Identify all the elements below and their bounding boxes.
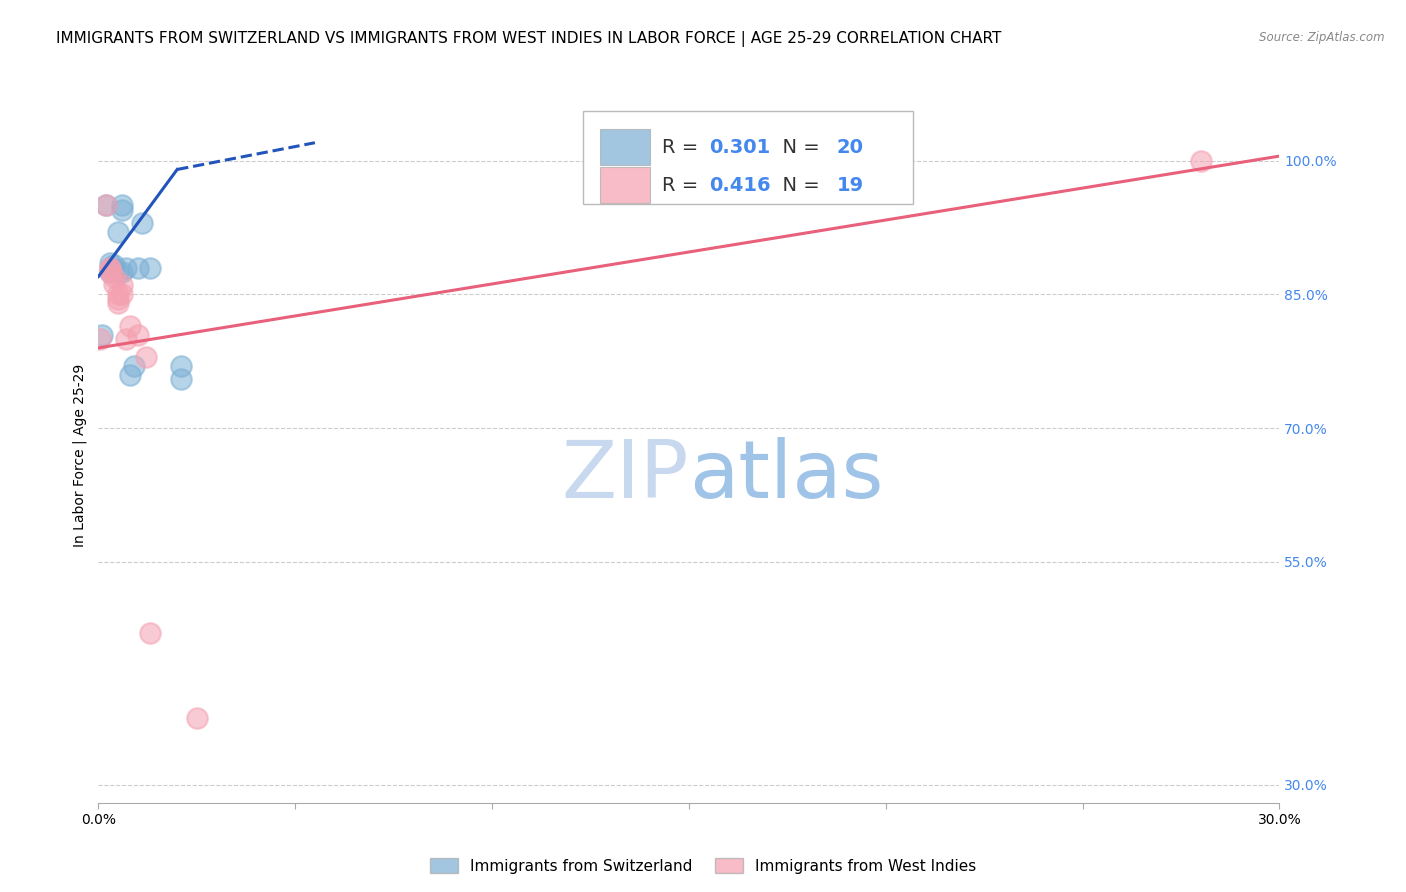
Point <box>127 327 149 342</box>
FancyBboxPatch shape <box>600 167 650 203</box>
Point <box>111 198 134 212</box>
Point <box>107 225 129 239</box>
Point <box>89 332 111 346</box>
Point <box>111 278 134 293</box>
Point <box>98 260 121 275</box>
Point <box>98 256 121 270</box>
Text: R =: R = <box>662 176 704 194</box>
Point <box>138 626 160 640</box>
Text: ZIP: ZIP <box>561 437 689 515</box>
Point <box>96 198 118 212</box>
Point <box>107 287 129 301</box>
Point <box>1189 153 1212 168</box>
Text: N =: N = <box>770 137 827 157</box>
Point <box>170 359 193 373</box>
Point <box>131 216 153 230</box>
Point <box>118 318 141 333</box>
Text: Source: ZipAtlas.com: Source: ZipAtlas.com <box>1260 31 1385 45</box>
Text: 19: 19 <box>837 176 863 194</box>
Text: 0.416: 0.416 <box>709 176 770 194</box>
Text: N =: N = <box>770 176 827 194</box>
Point <box>186 711 208 725</box>
Point <box>98 260 121 275</box>
Y-axis label: In Labor Force | Age 25-29: In Labor Force | Age 25-29 <box>73 363 87 547</box>
Point <box>122 359 145 373</box>
Point <box>111 202 134 217</box>
Point <box>103 277 125 291</box>
Text: R =: R = <box>662 137 704 157</box>
Point <box>127 260 149 275</box>
Point <box>111 265 134 279</box>
Text: atlas: atlas <box>689 437 883 515</box>
Text: 20: 20 <box>837 137 863 157</box>
FancyBboxPatch shape <box>600 129 650 165</box>
Point <box>91 327 114 342</box>
Point <box>103 262 125 277</box>
Point <box>96 198 118 212</box>
Point <box>107 296 129 310</box>
Point <box>111 287 134 301</box>
Point <box>138 260 160 275</box>
Point <box>107 292 129 306</box>
Point <box>103 269 125 284</box>
Point <box>170 372 193 386</box>
Legend: Immigrants from Switzerland, Immigrants from West Indies: Immigrants from Switzerland, Immigrants … <box>423 852 983 880</box>
Point <box>107 265 129 279</box>
Point <box>98 262 121 277</box>
Point <box>135 350 157 364</box>
Text: 0.301: 0.301 <box>709 137 770 157</box>
Point <box>115 260 138 275</box>
Point <box>115 332 138 346</box>
Point <box>98 265 121 279</box>
FancyBboxPatch shape <box>582 111 914 204</box>
Point <box>118 368 141 382</box>
Point <box>103 258 125 272</box>
Point <box>98 265 121 279</box>
Text: IMMIGRANTS FROM SWITZERLAND VS IMMIGRANTS FROM WEST INDIES IN LABOR FORCE | AGE : IMMIGRANTS FROM SWITZERLAND VS IMMIGRANT… <box>56 31 1001 47</box>
